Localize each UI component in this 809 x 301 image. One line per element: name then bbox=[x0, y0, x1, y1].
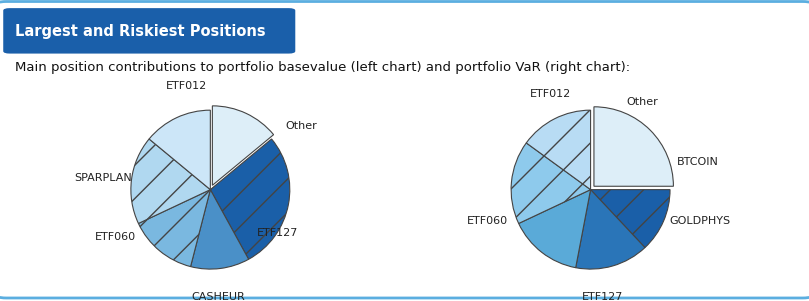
Text: CASHEUR: CASHEUR bbox=[192, 292, 245, 301]
Text: GOLDPHYS: GOLDPHYS bbox=[670, 216, 731, 226]
Wedge shape bbox=[210, 139, 290, 259]
Wedge shape bbox=[191, 190, 248, 269]
Text: Other: Other bbox=[626, 97, 658, 107]
Text: ETF060: ETF060 bbox=[95, 232, 136, 242]
Text: ETF127: ETF127 bbox=[257, 228, 299, 238]
Text: Largest and Riskiest Positions: Largest and Riskiest Positions bbox=[15, 23, 265, 39]
Wedge shape bbox=[149, 110, 210, 190]
Wedge shape bbox=[594, 107, 673, 186]
Wedge shape bbox=[511, 143, 591, 223]
Text: ETF060: ETF060 bbox=[467, 216, 508, 226]
Wedge shape bbox=[213, 106, 273, 185]
Text: BTCOIN: BTCOIN bbox=[677, 157, 718, 167]
Text: ETF012: ETF012 bbox=[530, 89, 571, 99]
Wedge shape bbox=[138, 190, 210, 267]
Text: ETF127: ETF127 bbox=[582, 292, 623, 301]
Text: Main position contributions to portfolio basevalue (left chart) and portfolio Va: Main position contributions to portfolio… bbox=[15, 61, 629, 74]
Wedge shape bbox=[527, 110, 591, 190]
Wedge shape bbox=[131, 139, 210, 223]
Text: Other: Other bbox=[286, 121, 318, 131]
Text: ETF012: ETF012 bbox=[166, 81, 207, 91]
Wedge shape bbox=[591, 190, 670, 247]
Wedge shape bbox=[519, 190, 591, 268]
Wedge shape bbox=[576, 190, 645, 269]
Text: SPARPLAN: SPARPLAN bbox=[74, 173, 132, 183]
